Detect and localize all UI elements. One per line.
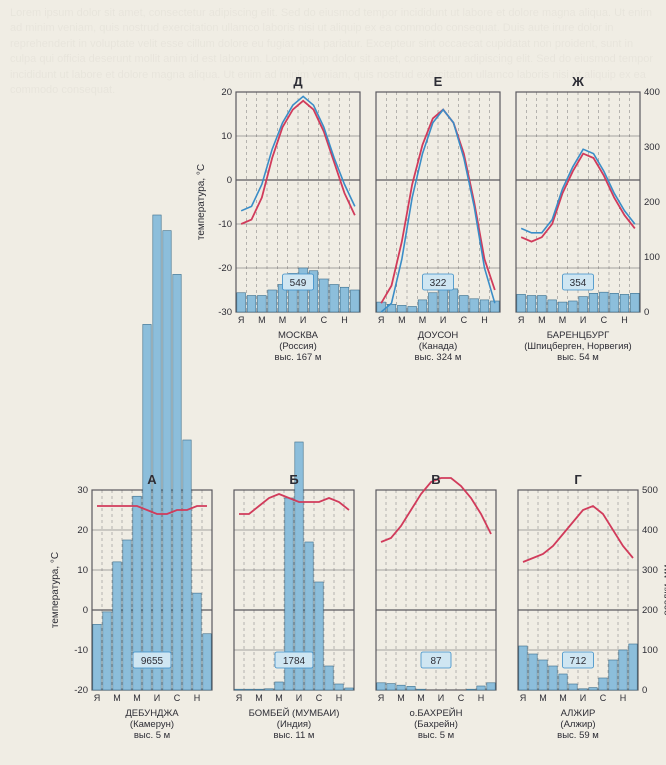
background-bleed-text: Lorem ipsum dolor sit amet, consectetur … [0,0,666,765]
